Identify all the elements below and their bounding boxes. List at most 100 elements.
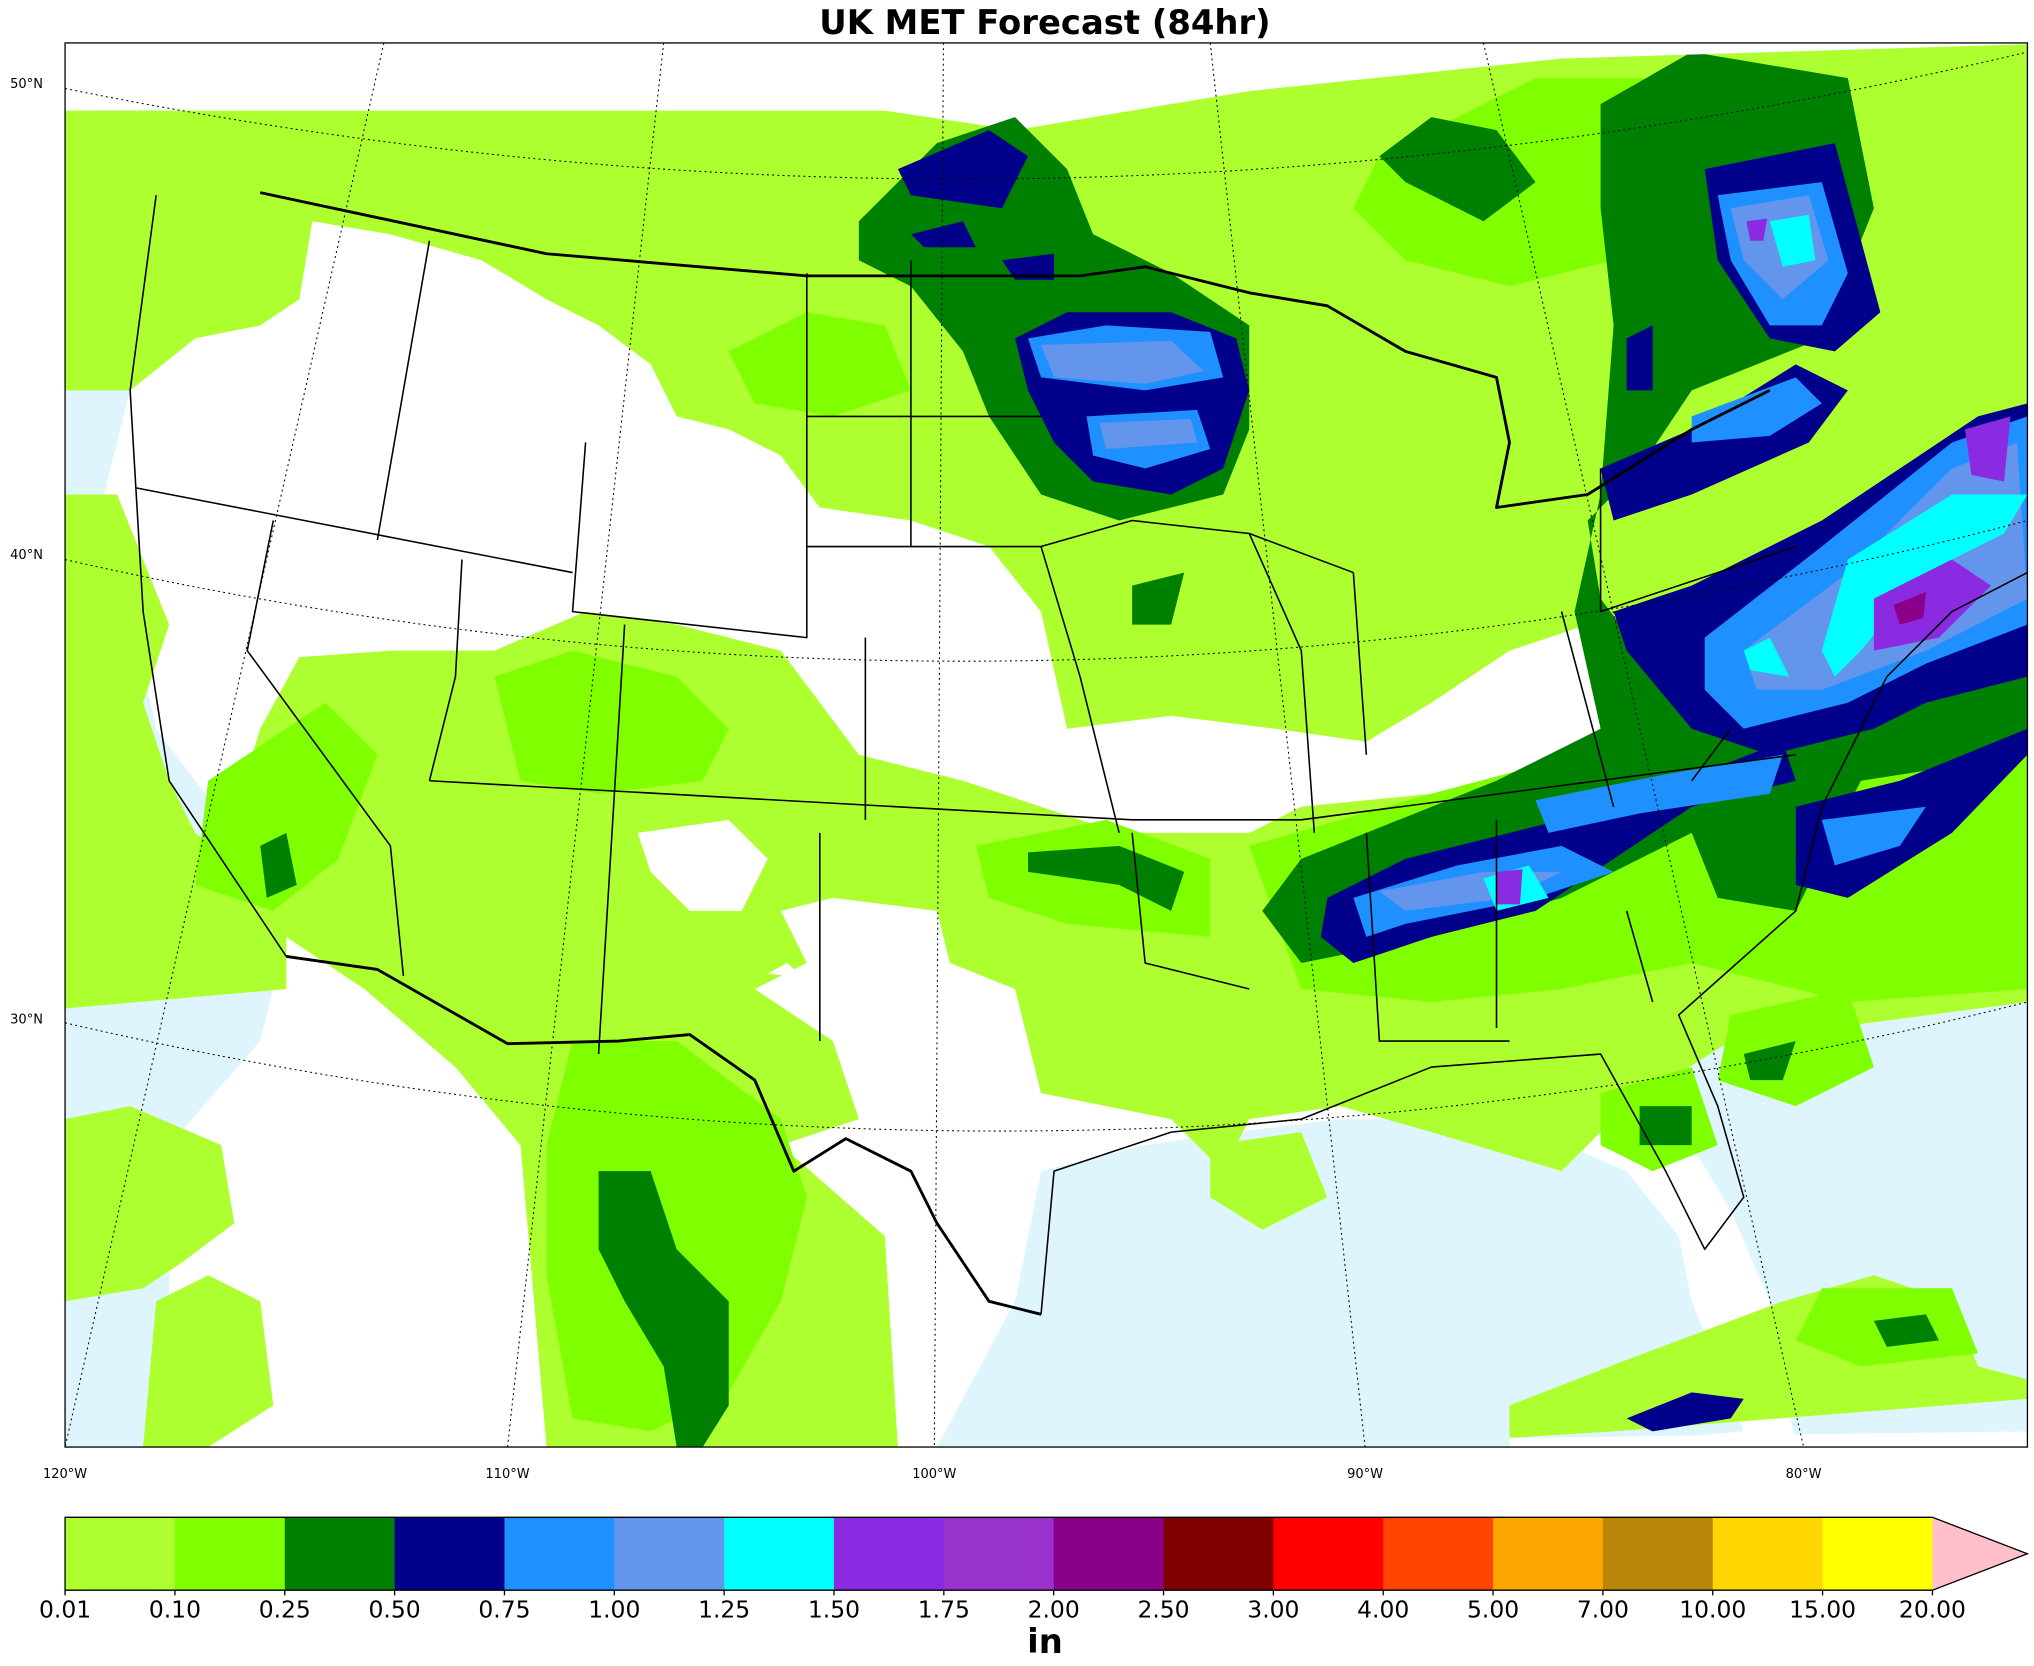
longitude-label: 100°W <box>912 1467 956 1482</box>
precip-area <box>1873 559 1991 651</box>
colorbar-swatch <box>1822 1517 1934 1591</box>
meridian <box>1482 42 1805 1448</box>
graticule <box>65 42 2028 1448</box>
colorbar-swatch <box>1383 1517 1494 1591</box>
longitude-label: 90°W <box>1347 1467 1383 1482</box>
precip-area <box>1821 806 1926 866</box>
latitude-label: 40°N <box>10 548 43 563</box>
colorbar-label: 3.00 <box>1247 1596 1299 1624</box>
precip-area <box>1873 1314 1939 1347</box>
meridian <box>506 42 665 1448</box>
title: UK MET Forecast (84hr) <box>819 3 1270 42</box>
precip-area <box>1639 1106 1692 1146</box>
country-border <box>259 191 1771 509</box>
precip-area <box>1743 637 1790 677</box>
precip-area <box>1041 340 1204 384</box>
precip-area <box>1099 419 1198 449</box>
precip-area <box>260 832 297 898</box>
coastline <box>129 195 287 957</box>
colorbar-swatch <box>504 1517 615 1591</box>
precip-area <box>1769 214 1816 267</box>
colorbar-label: 0.01 <box>39 1596 91 1624</box>
precip-area <box>1626 325 1653 391</box>
colorbar-label: 15.00 <box>1789 1596 1856 1624</box>
colorbar-label: 5.00 <box>1467 1596 1519 1624</box>
precip-area <box>1746 218 1768 241</box>
borders <box>129 191 2028 1316</box>
colorbar-swatch <box>943 1517 1055 1591</box>
precip-area <box>195 702 378 911</box>
colorbar-label: 0.50 <box>369 1596 421 1624</box>
precip-area <box>494 650 729 794</box>
map-frame <box>64 42 2029 1448</box>
colorbar-label: 0.10 <box>149 1596 201 1624</box>
precip-area <box>910 221 976 248</box>
colorbar-unit: in <box>1027 1622 1063 1661</box>
colorbar-swatch <box>724 1517 835 1591</box>
colorbar-label: 10.00 <box>1679 1596 1746 1624</box>
colorbar-outline <box>64 1516 2030 1591</box>
precip-area <box>728 312 911 417</box>
longitude-label: 120°W <box>43 1467 87 1482</box>
colorbar-label: 1.50 <box>808 1596 860 1624</box>
precip-area <box>1535 754 1783 833</box>
meridian <box>1209 42 1366 1448</box>
colorbar: 0.01 0.10 0.25 0.50 0.75 1.00 1.25 1.50 1.75 2.00… <box>39 1516 2030 1624</box>
latitude-label: 50°N <box>10 77 43 92</box>
country-border <box>286 955 1042 1316</box>
colorbar-label: 1.25 <box>698 1596 750 1624</box>
map-layers <box>65 42 2028 1448</box>
colorbar-swatch <box>394 1517 506 1591</box>
colorbar-swatch <box>284 1517 396 1591</box>
colorbar-label: 2.00 <box>1028 1596 1080 1624</box>
colorbar-label: 0.25 <box>259 1596 311 1624</box>
precip-area <box>1002 253 1055 280</box>
parallel <box>65 51 2028 180</box>
colorbar-label: 4.00 <box>1357 1596 1409 1624</box>
precip-area <box>1691 377 1822 443</box>
colorbar-swatch <box>1493 1517 1604 1591</box>
precip-area <box>1893 592 1926 625</box>
no-precip-area <box>767 962 805 979</box>
precip-area <box>1964 416 2011 482</box>
outside-domain <box>65 42 2028 111</box>
colorbar-swatch <box>833 1517 945 1591</box>
colorbar-swatch <box>174 1517 286 1591</box>
longitude-label: 110°W <box>485 1467 529 1482</box>
colorbar-swatch <box>1712 1517 1824 1591</box>
state-border <box>136 240 1797 1055</box>
latitude-label: 30°N <box>10 1013 43 1028</box>
meridian <box>65 42 385 1448</box>
precip-area <box>1496 869 1523 905</box>
colorbar-label: 1.00 <box>588 1596 640 1624</box>
no-precip-area <box>637 819 768 911</box>
ocean <box>65 42 287 1448</box>
colorbar-swatch <box>1273 1517 1384 1591</box>
precip-level-7 <box>1496 218 2011 905</box>
colorbar-label: 0.75 <box>478 1596 530 1624</box>
colorbar-swatch <box>1602 1517 1714 1591</box>
colorbar-swatch <box>65 1517 176 1591</box>
parallel <box>65 1001 2028 1132</box>
precip-area <box>897 130 1029 209</box>
colorbar-label: 1.75 <box>918 1596 970 1624</box>
colorbar-label: 7.00 <box>1577 1596 1629 1624</box>
colorbar-swatch <box>1163 1517 1275 1591</box>
figure-content: UK MET Forecast (84hr) <box>10 3 2030 1661</box>
colorbar-label: 20.00 <box>1899 1596 1966 1624</box>
precip-level-9 <box>1893 592 1926 625</box>
precip-area <box>1379 117 1536 222</box>
precip-area <box>65 1106 235 1302</box>
precip-area <box>1210 1132 1328 1230</box>
precip-area <box>1821 494 2028 677</box>
coastline <box>1040 571 2028 1315</box>
ocean <box>936 1119 1744 1448</box>
precip-area <box>546 1041 807 1432</box>
longitude-label: 80°W <box>1786 1467 1822 1482</box>
precip-area <box>1743 1041 1796 1081</box>
outside-domain <box>1509 1431 2028 1448</box>
precip-area <box>598 1171 729 1448</box>
precip-area <box>1132 572 1185 625</box>
precip-area <box>1028 845 1185 911</box>
